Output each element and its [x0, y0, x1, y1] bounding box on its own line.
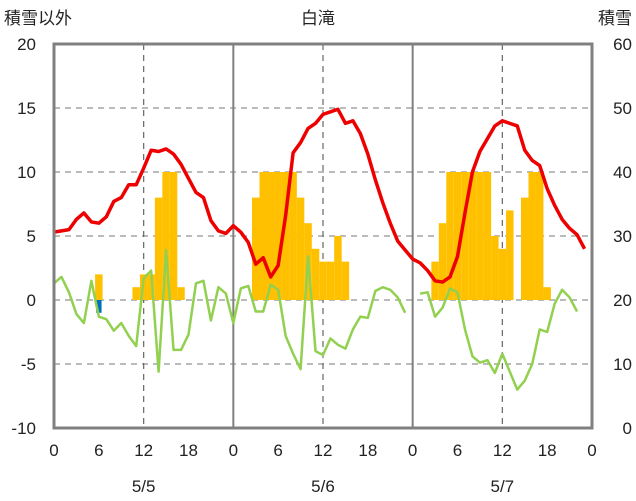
- x-tick-label: 18: [538, 441, 557, 460]
- yellow-bar: [528, 172, 536, 300]
- right-y-tick-label: 20: [613, 291, 632, 310]
- right-y-tick-label: 40: [613, 163, 632, 182]
- yellow-bar: [521, 197, 529, 300]
- left-y-tick-label: -10: [11, 419, 36, 438]
- yellow-bar: [311, 248, 320, 300]
- yellow-bar: [154, 197, 163, 300]
- yellow-bar: [296, 197, 305, 300]
- plot-frame: [52, 42, 594, 430]
- yellow-bar: [162, 172, 170, 300]
- yellow-bar: [259, 172, 267, 300]
- left-y-tick-label: 10: [17, 163, 36, 182]
- date-label: 5/7: [491, 477, 515, 496]
- blue-bar: [96, 300, 102, 313]
- yellow-bar: [461, 172, 469, 300]
- x-tick-label: 6: [273, 441, 282, 460]
- yellow-bar: [281, 172, 290, 300]
- x-tick-label: 0: [49, 441, 58, 460]
- x-tick-label: 6: [94, 441, 103, 460]
- x-tick-label: 12: [314, 441, 333, 460]
- date-label: 5/5: [132, 477, 156, 496]
- x-tick-label: 0: [408, 441, 417, 460]
- yellow-bar: [169, 172, 178, 300]
- left-axis-label: 積雪以外: [4, 9, 72, 29]
- x-tick-label: 18: [358, 441, 377, 460]
- yellow-bar: [289, 172, 297, 300]
- right-y-tick-label: 50: [613, 99, 632, 118]
- yellow-bar: [132, 287, 140, 300]
- yellow-bar: [506, 210, 514, 300]
- right-y-tick-label: 60: [613, 35, 632, 54]
- left-y-tick-label: 15: [17, 99, 36, 118]
- left-y-tick-label: 20: [17, 35, 36, 54]
- yellow-bar: [95, 274, 103, 300]
- right-y-tick-label: 30: [613, 227, 632, 246]
- yellow-bar: [468, 172, 477, 300]
- yellow-bar: [341, 261, 350, 300]
- yellow-bar: [543, 287, 551, 300]
- x-tick-label: 12: [134, 441, 153, 460]
- yellow-bar: [334, 236, 342, 300]
- x-tick-label: 0: [229, 441, 238, 460]
- x-tick-label: 12: [493, 441, 512, 460]
- x-tick-label: 6: [453, 441, 462, 460]
- yellow-bar: [266, 172, 275, 300]
- left-y-tick-label: 5: [27, 227, 36, 246]
- green-series-line: [53, 248, 407, 373]
- left-y-tick-label: 0: [27, 291, 36, 310]
- yellow-bar: [491, 236, 499, 300]
- temperature-line: [53, 107, 587, 284]
- left-y-tick-label: -5: [21, 355, 36, 374]
- yellow-bar: [453, 172, 462, 300]
- x-tick-label: 0: [587, 441, 596, 460]
- right-y-tick-label: 10: [613, 355, 632, 374]
- yellow-bar: [438, 223, 447, 300]
- chart-title: 白滝: [301, 9, 335, 29]
- yellow-bar: [535, 172, 544, 300]
- yellow-bar: [483, 172, 492, 300]
- yellow-bar: [177, 287, 185, 300]
- right-axis-label: 積雪: [598, 9, 632, 29]
- yellow-bar: [498, 248, 507, 300]
- green-series-line: [419, 287, 579, 391]
- yellow-bar: [274, 172, 282, 300]
- right-y-tick-label: 0: [623, 419, 632, 438]
- date-label: 5/6: [311, 477, 335, 496]
- yellow-bar: [252, 197, 260, 300]
- yellow-bar: [319, 261, 327, 300]
- yellow-bar: [476, 172, 484, 300]
- yellow-bar: [446, 172, 454, 300]
- yellow-bar: [326, 261, 335, 300]
- x-tick-label: 18: [179, 441, 198, 460]
